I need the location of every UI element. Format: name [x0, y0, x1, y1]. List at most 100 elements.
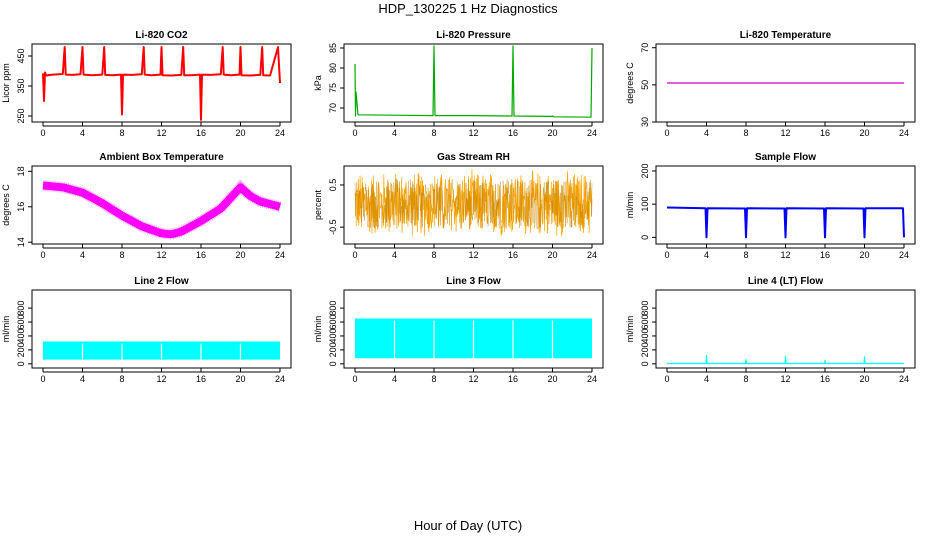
series-line [42, 46, 281, 121]
x-tick-label: 4 [704, 374, 709, 384]
x-tick-label: 24 [899, 374, 909, 384]
panel-title: Line 3 Flow [446, 276, 501, 287]
y-tick-label: 400 [328, 328, 338, 343]
x-tick-label: 12 [156, 374, 166, 384]
panel-title: Li-820 Pressure [436, 30, 511, 41]
x-tick-label: 16 [196, 128, 206, 138]
y-tick-label: 450 [16, 48, 26, 63]
series-line [42, 181, 282, 239]
series-line [666, 206, 905, 239]
y-tick-label: 80 [328, 63, 338, 73]
x-tick-label: 0 [40, 250, 45, 260]
y-tick-label: 800 [640, 301, 650, 316]
x-tick-label: 20 [547, 128, 557, 138]
x-tick-label: 20 [547, 250, 557, 260]
x-tick-label: 12 [468, 128, 478, 138]
x-tick-label: 20 [859, 128, 869, 138]
x-tick-label: 16 [820, 374, 830, 384]
panel-title: Li-820 CO2 [135, 30, 188, 41]
x-tick-label: 0 [40, 374, 45, 384]
y-tick-label: 250 [16, 108, 26, 123]
y-tick-label: 14 [16, 237, 26, 247]
x-tick-label: 4 [80, 250, 85, 260]
panel-7: Line 2 Flow ml/min 0 4 8 12 16 20 24 0 20040060080… [1, 276, 292, 384]
x-tick-label: 0 [664, 128, 669, 138]
data-layer [667, 354, 904, 365]
x-tick-label: 20 [235, 250, 245, 260]
x-tick-label: 4 [80, 128, 85, 138]
x-tick-label: 24 [587, 128, 597, 138]
x-tick-label: 24 [899, 128, 909, 138]
x-tick-label: 0 [352, 250, 357, 260]
x-tick-label: 0 [664, 374, 669, 384]
x-tick-label: 4 [704, 128, 709, 138]
x-tick-label: 12 [156, 250, 166, 260]
panel-2: Li-820 Pressure kPa 0 4 8 12 16 20 24 70 75 80 85 [313, 30, 604, 138]
panel-1: Li-820 CO2 Licor ppm 0 4 8 12 16 20 24 250 350 450 [1, 30, 292, 138]
y-tick-label: 200 [328, 342, 338, 357]
data-layer [666, 206, 905, 239]
data-layer [354, 169, 593, 237]
x-tick-label: 4 [704, 250, 709, 260]
x-tick-label: 8 [743, 128, 748, 138]
x-tick-label: 4 [392, 374, 397, 384]
x-tick-label: 8 [743, 374, 748, 384]
x-tick-label: 16 [820, 250, 830, 260]
y-tick-label: 800 [328, 301, 338, 316]
y-tick-label: 0.5 [328, 179, 338, 192]
panel-3: Li-820 Temperature degrees C 0 4 8 12 16 20 24 30… [625, 30, 916, 138]
y-tick-label: 600 [640, 315, 650, 330]
y-tick-label: 600 [16, 315, 26, 330]
y-tick-label: 85 [328, 43, 338, 53]
y-tick-label: 70 [640, 43, 650, 53]
series-line [354, 178, 593, 230]
x-tick-label: 12 [468, 250, 478, 260]
x-tick-label: 24 [587, 374, 597, 384]
y-axis-label: kPa [313, 75, 323, 91]
y-tick-label: 0 [16, 361, 26, 366]
y-tick-label: 350 [16, 78, 26, 93]
panel-title: Line 4 (LT) Flow [748, 276, 824, 287]
y-tick-label: 0 [640, 361, 650, 366]
x-tick-label: 0 [40, 128, 45, 138]
y-tick-label: 50 [640, 80, 650, 90]
x-tick-label: 12 [780, 374, 790, 384]
x-tick-label: 24 [587, 250, 597, 260]
x-tick-label: 8 [119, 128, 124, 138]
panel-9: Line 4 (LT) Flow ml/min 0 4 8 12 16 20 24 0 200400… [625, 276, 916, 384]
panel-title: Ambient Box Temperature [99, 152, 224, 163]
x-tick-label: 16 [196, 374, 206, 384]
x-tick-label: 8 [431, 128, 436, 138]
y-tick-label: 400 [16, 328, 26, 343]
y-tick-label: 16 [16, 202, 26, 212]
x-tick-label: 24 [899, 250, 909, 260]
y-axis-label: ml/min [625, 316, 635, 343]
x-tick-label: 8 [431, 250, 436, 260]
common-x-axis-label: Hour of Day (UTC) [413, 518, 523, 533]
y-tick-label: 200 [640, 163, 650, 178]
panel-title: Line 2 Flow [134, 276, 189, 287]
panel-5: Gas Stream RH percent 0 4 8 12 16 20 24 -0.5 0.5 [313, 152, 604, 260]
x-tick-label: 12 [156, 128, 166, 138]
series-line [667, 354, 904, 365]
data-layer [42, 46, 281, 121]
panel-title: Gas Stream RH [437, 152, 510, 163]
x-tick-label: 4 [392, 128, 397, 138]
panel-title: Li-820 Temperature [740, 30, 832, 41]
x-tick-label: 24 [275, 250, 285, 260]
panel-4: Ambient Box Temperature degrees C 0 4 8 12 16 2… [1, 152, 292, 260]
x-tick-label: 8 [743, 250, 748, 260]
x-tick-label: 8 [119, 374, 124, 384]
x-tick-label: 16 [820, 128, 830, 138]
y-axis-label: ml/min [1, 316, 11, 343]
y-tick-label: -0.5 [328, 219, 338, 235]
y-axis-label: degrees C [1, 184, 11, 226]
panel-6: Sample Flow ml/min 0 4 8 12 16 20 24 0 100 200 [625, 152, 916, 260]
x-tick-label: 20 [859, 250, 869, 260]
x-tick-label: 12 [468, 374, 478, 384]
y-axis-label: Licor ppm [1, 63, 11, 103]
data-layer [42, 179, 282, 240]
x-tick-label: 24 [275, 128, 285, 138]
x-tick-label: 0 [664, 250, 669, 260]
